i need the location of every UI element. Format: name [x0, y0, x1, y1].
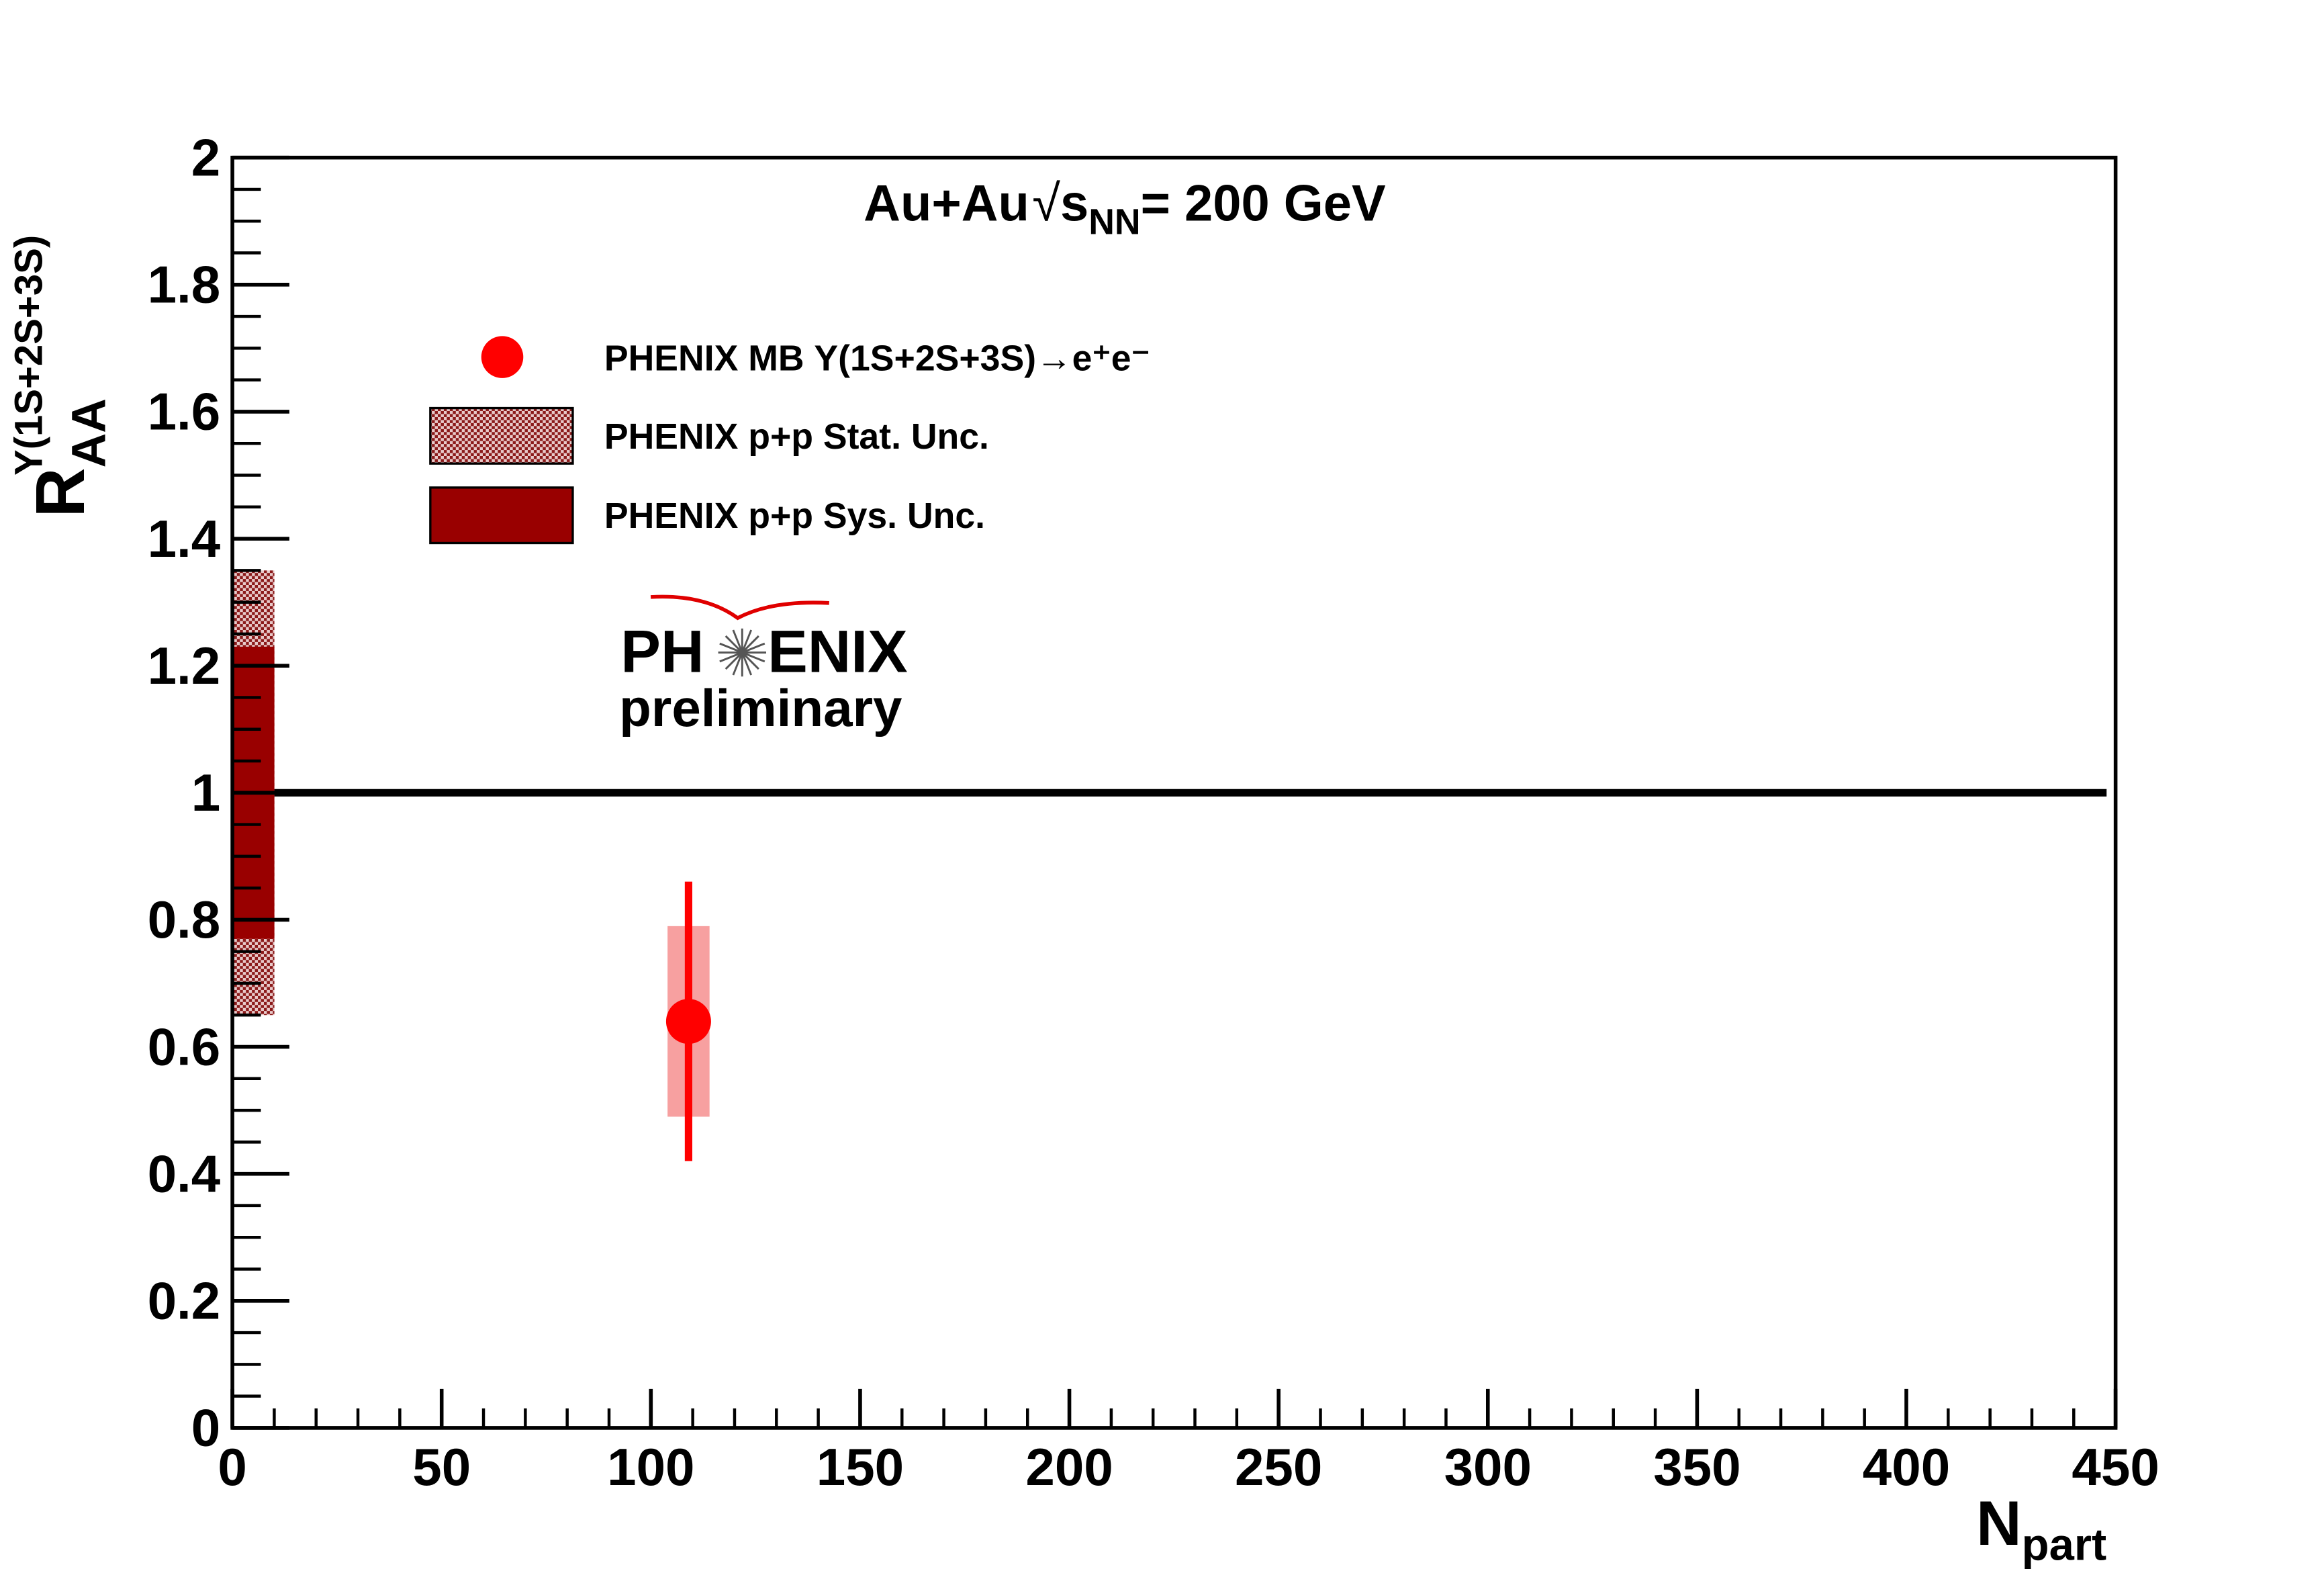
x-tick-label: 100	[607, 1437, 694, 1496]
y-axis-label: RAA Υ(1S+2S+3S)	[7, 235, 116, 518]
logo-arc	[650, 594, 829, 621]
legend-marker	[429, 406, 574, 465]
x-tick-label: 250	[1235, 1437, 1322, 1496]
y-tick-label: 1.6	[148, 382, 221, 441]
y-tick-label: 2	[191, 128, 220, 187]
logo-right: ENIX	[768, 618, 907, 685]
data-point	[665, 999, 711, 1044]
legend-label: PHENIX MB Υ(1S+2S+3S)→e⁺e⁻	[604, 339, 1150, 379]
legend-label: PHENIX p+p Sys. Unc.	[604, 496, 985, 536]
logo-star	[718, 628, 767, 677]
x-tick-label: 350	[1653, 1437, 1740, 1496]
y-tick-label: 0.4	[148, 1144, 221, 1203]
logo-left: PH	[620, 618, 704, 685]
y-tick-label: 1.2	[148, 636, 221, 695]
logo: PH ENIX preliminary	[619, 594, 908, 737]
x-tick-label: 150	[817, 1437, 904, 1496]
x-tick-label: 200	[1025, 1437, 1113, 1496]
x-tick-label: 0	[218, 1437, 246, 1496]
y-tick-label: 0.6	[148, 1017, 221, 1076]
x-tick-label: 450	[2072, 1437, 2159, 1496]
y-axis-label-sup: Υ(1S+2S+3S)	[7, 235, 51, 476]
y-tick-label: 1	[191, 763, 220, 822]
x-axis-label: Npart	[1976, 1488, 2106, 1569]
legend: PHENIX MB Υ(1S+2S+3S)→e⁺e⁻ PHENIX p+p Sta…	[429, 336, 1150, 545]
y-tick-label: 1.4	[148, 509, 221, 568]
y-tick-label: 0	[191, 1398, 220, 1458]
legend-label: PHENIX p+p Stat. Unc.	[604, 416, 989, 457]
y-tick-label: 1.8	[148, 255, 221, 314]
legend-marker	[429, 486, 574, 545]
x-tick-label: 300	[1444, 1437, 1532, 1496]
svg-text:RAA: RAA	[21, 398, 115, 517]
logo-caption: preliminary	[619, 678, 902, 737]
y-tick-label: 0.2	[148, 1271, 221, 1331]
y-tick-label: 0.8	[148, 890, 221, 949]
chart-title: Au+Au √sNN= 200 GeV	[864, 175, 1386, 242]
x-tick-label: 50	[412, 1437, 471, 1496]
legend-marker	[481, 336, 524, 378]
x-tick-label: 400	[1863, 1437, 1950, 1496]
